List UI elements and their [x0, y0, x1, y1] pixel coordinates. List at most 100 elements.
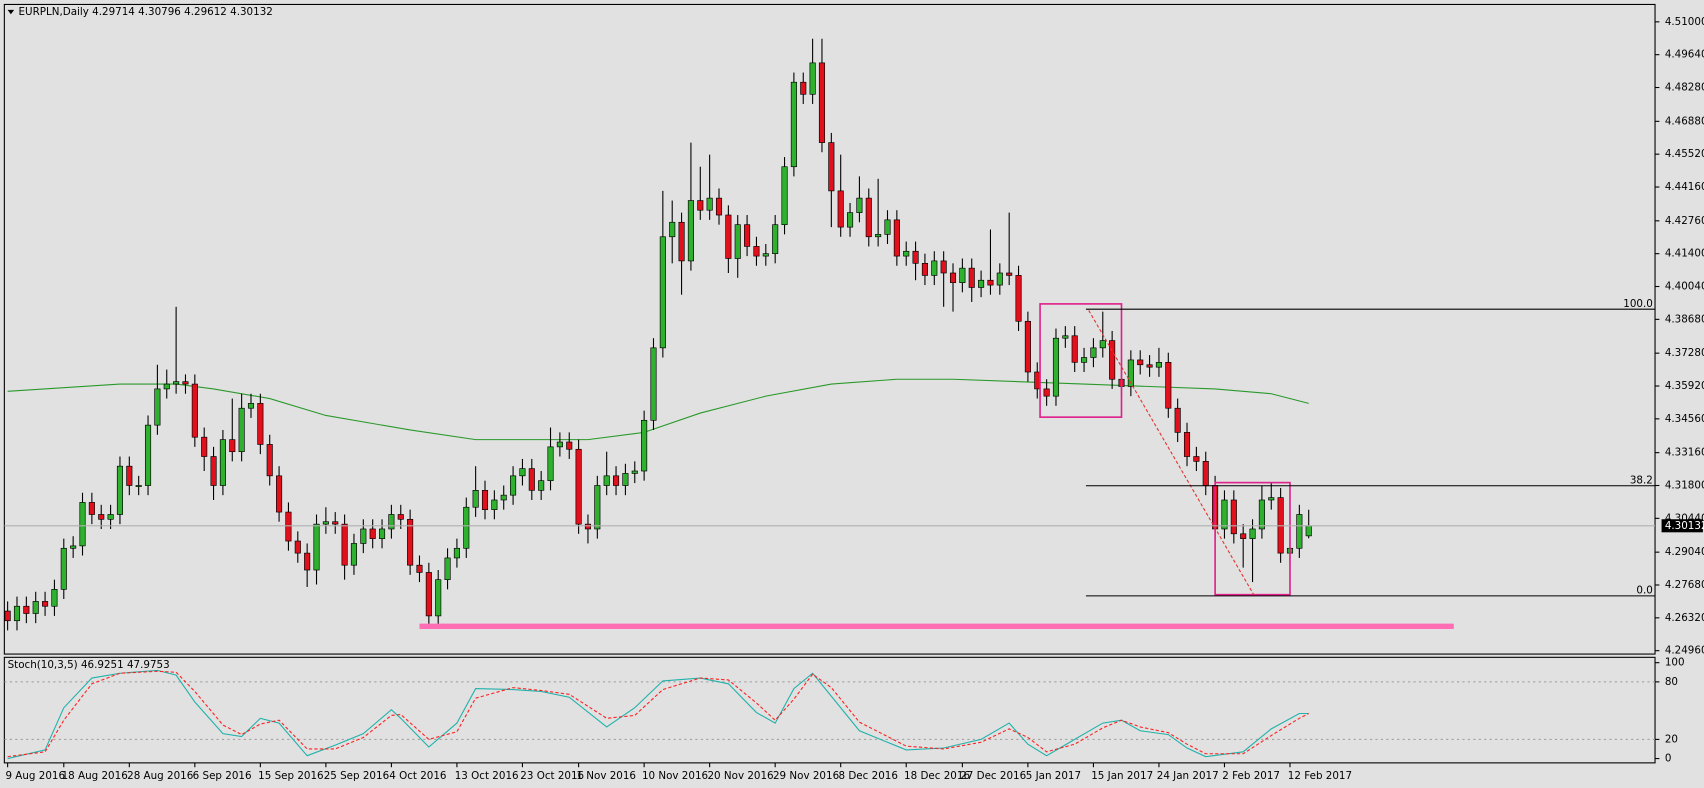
- fib-trendline: [1088, 310, 1255, 597]
- candle-body: [725, 214, 732, 259]
- candle-body: [884, 219, 891, 235]
- candle-body: [51, 589, 58, 607]
- candle-body: [369, 528, 376, 539]
- candle-body: [622, 473, 629, 486]
- candle-body: [1296, 514, 1303, 549]
- x-tick-label: 1 Nov 2016: [576, 770, 636, 782]
- x-tick-label: 28 Aug 2016: [127, 770, 193, 782]
- candle-body: [79, 502, 86, 547]
- candle-body: [1268, 497, 1275, 501]
- candle-body: [294, 540, 301, 554]
- candle-body: [687, 200, 694, 262]
- candle-body: [173, 381, 180, 385]
- candle-body: [800, 81, 807, 95]
- candle-body: [126, 465, 133, 486]
- candle-body: [959, 267, 966, 283]
- candle-body: [847, 212, 854, 228]
- x-tick-label: 13 Oct 2016: [455, 770, 519, 782]
- x-tick-label: 23 Oct 2016: [520, 770, 584, 782]
- candle-body: [875, 234, 882, 238]
- candle-body: [238, 407, 245, 453]
- menu-triangle: [7, 9, 15, 15]
- y-tick-label: 4.45520: [1665, 148, 1704, 160]
- candle-body: [388, 514, 395, 530]
- candle-body: [931, 260, 938, 276]
- x-tick-label: 20 Nov 2016: [707, 770, 773, 782]
- candle-body: [1137, 359, 1144, 366]
- moving-average: [7, 378, 1309, 441]
- y-tick-label: 100: [1665, 657, 1685, 669]
- candle-body: [332, 521, 339, 525]
- candle-body: [1202, 461, 1209, 486]
- y-tick-label: 4.40040: [1665, 281, 1704, 293]
- candle-body: [1109, 340, 1116, 380]
- candle-body: [1052, 337, 1060, 397]
- candle-body: [828, 142, 835, 192]
- candle-body: [594, 485, 601, 530]
- candle-body: [921, 263, 928, 276]
- y-tick-label: 4.44160: [1665, 181, 1704, 193]
- candle-body: [744, 224, 751, 247]
- candle-body: [98, 514, 105, 520]
- x-tick-label: 15 Sep 2016: [258, 770, 323, 782]
- candle-body: [182, 381, 189, 385]
- y-tick-label: 4.49640: [1665, 49, 1704, 61]
- candle-body: [219, 439, 226, 486]
- fib-label: 100.0: [1623, 298, 1653, 310]
- y-tick-label: 4.34560: [1665, 413, 1704, 425]
- candle-body: [276, 475, 283, 513]
- candle-body: [856, 197, 863, 213]
- candle-body: [107, 514, 114, 520]
- x-tick-label: 29 Nov 2016: [773, 770, 839, 782]
- candle-body: [978, 279, 985, 288]
- candle-body: [313, 523, 320, 571]
- candle-body: [350, 543, 358, 566]
- candle-body: [631, 470, 638, 474]
- y-tick-label: 4.29040: [1665, 546, 1704, 558]
- candle-body: [135, 485, 142, 487]
- x-tick-label: 2 Feb 2017: [1222, 770, 1280, 782]
- candle-body: [1221, 499, 1228, 530]
- candle-body: [790, 81, 797, 168]
- candle-body: [425, 572, 432, 617]
- candle-body: [13, 605, 21, 622]
- candle-body: [781, 166, 788, 226]
- y-tick-label: 4.33160: [1665, 447, 1704, 459]
- y-tick-label: 4.46880: [1665, 115, 1704, 127]
- candle-body: [154, 388, 161, 426]
- candle-body: [1258, 499, 1265, 530]
- candle-body: [42, 601, 49, 607]
- candle-body: [116, 465, 123, 515]
- candle-body: [987, 279, 994, 286]
- highlight-box: [1039, 303, 1123, 418]
- y-tick-label: 80: [1665, 676, 1678, 688]
- candle-body: [70, 545, 77, 549]
- candle-body: [360, 528, 367, 544]
- candle-body: [772, 224, 779, 254]
- candle-body: [837, 190, 844, 228]
- y-tick-label: 4.27680: [1665, 579, 1704, 591]
- candle-body: [1193, 456, 1200, 462]
- x-tick-label: 10 Nov 2016: [642, 770, 708, 782]
- candle-body: [266, 444, 273, 477]
- x-tick-label: 15 Jan 2017: [1091, 770, 1153, 782]
- candle-body: [257, 403, 264, 445]
- candle-body: [650, 347, 657, 421]
- fib-label: 38.2: [1630, 474, 1653, 486]
- candle-body: [481, 490, 489, 510]
- candle-body: [949, 272, 957, 283]
- candle-body: [706, 197, 713, 211]
- candle-body: [1230, 499, 1237, 535]
- candle-body: [809, 62, 816, 95]
- candle-body: [463, 506, 470, 549]
- y-tick-label: 4.41400: [1665, 248, 1704, 260]
- candle-body: [996, 272, 1003, 286]
- candle-body: [229, 439, 236, 453]
- candle-body: [397, 514, 404, 520]
- candle-body: [538, 480, 545, 491]
- candle-body: [1081, 357, 1088, 363]
- highlight-box: [1214, 481, 1291, 596]
- candle-body: [416, 564, 423, 573]
- candle-body: [566, 441, 573, 450]
